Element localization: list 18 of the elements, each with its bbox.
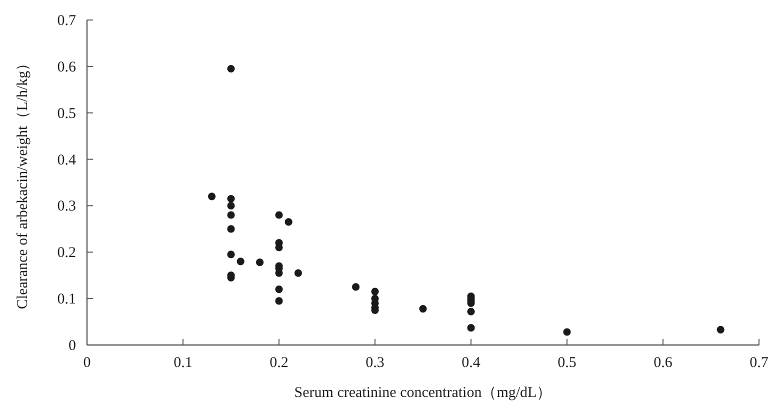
y-tick-label: 0.7 [57,13,76,29]
y-tick-label: 0.4 [57,152,76,168]
y-tick-label: 0.5 [57,106,76,122]
x-tick-label: 0.4 [462,355,481,371]
y-tick-label: 0.2 [57,245,76,262]
x-axis-title: Serum creatinine concentration（mg/dL） [294,385,552,401]
y-tick-label: 0.1 [57,292,76,308]
x-tick-label: 0.1 [174,355,192,371]
x-tick-label: 0 [83,355,91,371]
y-tick-label: 0.6 [57,59,76,76]
x-tick-label: 0.7 [750,355,769,371]
y-tick-label: 0 [68,338,76,354]
x-tick-label: 0.5 [558,355,576,371]
y-tick-label: 0.3 [57,198,76,215]
y-axis-title: Clearance of arbekacin/weight（L/h/kg） [15,56,31,310]
x-tick-label: 0.6 [654,355,673,371]
x-tick-label: 0.2 [270,355,288,371]
x-tick-label: 0.3 [366,355,384,371]
